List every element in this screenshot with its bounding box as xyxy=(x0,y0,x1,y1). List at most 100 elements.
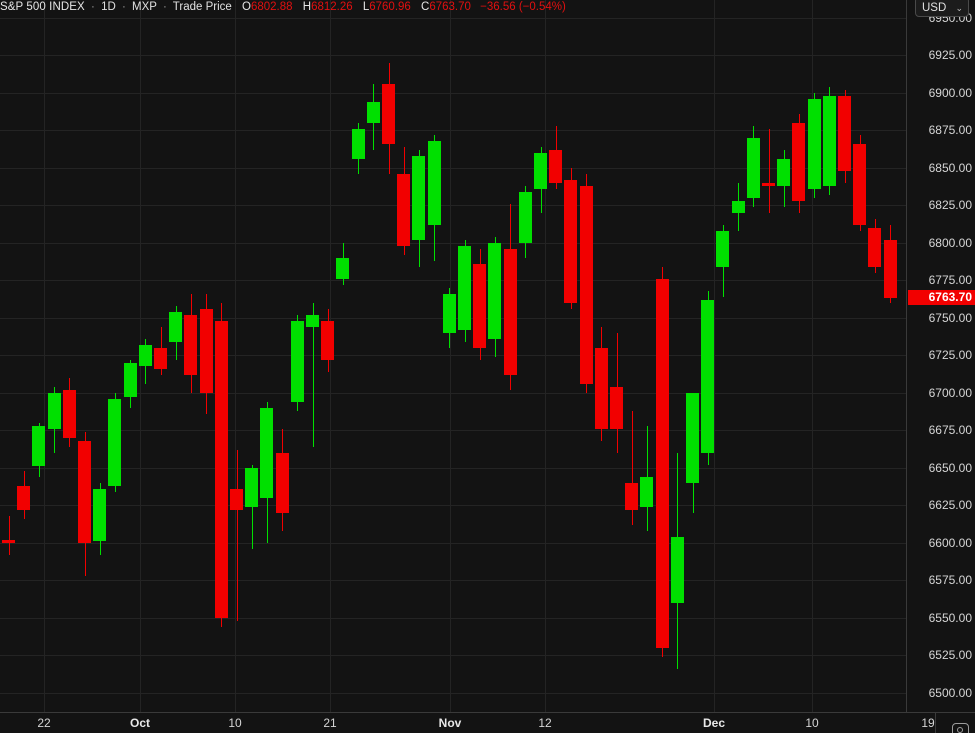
gridline-horizontal xyxy=(0,468,906,469)
candle-body xyxy=(504,248,517,375)
legend-open-value: 6802.88 xyxy=(250,1,293,13)
candle-body xyxy=(640,476,653,507)
currency-selector[interactable]: USD ⌄ xyxy=(915,0,969,17)
candle-body xyxy=(853,143,866,225)
legend-separator-3: · xyxy=(162,1,167,13)
candle-body xyxy=(747,137,760,198)
price-axis-tick: 6550.00 xyxy=(928,611,972,625)
candle-body xyxy=(656,278,669,648)
legend-separator-1: · xyxy=(91,1,95,13)
candle-body xyxy=(762,182,775,186)
candle-body xyxy=(32,425,45,467)
candle-body xyxy=(93,488,106,542)
gridline-horizontal xyxy=(0,355,906,356)
candle-body xyxy=(139,344,152,366)
gridline-horizontal xyxy=(0,393,906,394)
gridline-horizontal xyxy=(0,93,906,94)
candle-body xyxy=(367,101,380,123)
currency-label: USD xyxy=(922,2,947,14)
candle-body xyxy=(595,347,608,429)
price-axis-tick: 6825.00 xyxy=(928,198,972,212)
candle-body xyxy=(625,482,638,510)
time-axis-tick: 21 xyxy=(323,716,337,730)
candle-body xyxy=(732,200,745,213)
candle-body xyxy=(428,140,441,225)
gridline-horizontal xyxy=(0,543,906,544)
gridline-horizontal xyxy=(0,280,906,281)
candle-wick xyxy=(252,464,253,549)
chart-legend: S&P 500 INDEX · 1D · MXP · Trade Price O… xyxy=(0,0,975,14)
time-axis-tick: 22 xyxy=(37,716,51,730)
gridline-vertical xyxy=(812,0,813,712)
gridline-vertical xyxy=(235,0,236,712)
candle-body xyxy=(412,155,425,240)
candle-body xyxy=(124,362,137,398)
gridline-vertical xyxy=(545,0,546,712)
price-axis-tick: 6625.00 xyxy=(928,498,972,512)
time-axis-tick: Dec xyxy=(702,716,726,730)
price-axis-tick: 6500.00 xyxy=(928,686,972,700)
candle-wick xyxy=(237,449,238,621)
legend-high-value: 6812.26 xyxy=(311,1,353,13)
legend-close-label: C xyxy=(421,1,430,13)
candle-body xyxy=(519,191,532,243)
candle-body xyxy=(78,440,91,543)
gridline-horizontal xyxy=(0,55,906,56)
candle-body xyxy=(108,398,121,486)
legend-price-source[interactable]: Trade Price xyxy=(172,1,232,13)
legend-change-value: −36.56 (−0.54%) xyxy=(480,1,566,13)
candle-body xyxy=(610,386,623,429)
candle-body xyxy=(701,299,714,453)
legend-interval[interactable]: 1D xyxy=(101,1,116,13)
candle-body xyxy=(473,263,486,348)
price-axis[interactable]: USD ⌄ 6763.70 6950.00 6925.00 6900.00 6875.… xyxy=(906,0,975,712)
gridline-horizontal xyxy=(0,655,906,656)
gridline-horizontal xyxy=(0,693,906,694)
candle-body xyxy=(777,158,790,186)
price-axis-tick: 6800.00 xyxy=(928,236,972,250)
candle-body xyxy=(458,245,471,330)
candle-body xyxy=(63,389,76,438)
candle-body xyxy=(48,392,61,429)
legend-exchange[interactable]: MXP xyxy=(132,1,157,13)
candle-body xyxy=(564,179,577,303)
gridline-horizontal xyxy=(0,430,906,431)
candle-wick xyxy=(313,302,314,447)
candle-body xyxy=(823,95,836,186)
candle-body xyxy=(245,467,258,507)
candle-body xyxy=(215,320,228,618)
price-axis-tick: 6725.00 xyxy=(928,348,972,362)
legend-low-value: 6760.96 xyxy=(369,1,411,13)
candle-body xyxy=(336,257,349,279)
time-axis-tick: 10 xyxy=(805,716,819,730)
candle-body xyxy=(686,392,699,483)
price-axis-tick: 6700.00 xyxy=(928,386,972,400)
legend-open-label: O xyxy=(242,1,251,13)
chevron-down-icon: ⌄ xyxy=(955,3,963,13)
candle-body xyxy=(17,485,30,510)
candle-body xyxy=(549,149,562,183)
chart-plot-area[interactable] xyxy=(0,0,906,712)
price-axis-tick: 6925.00 xyxy=(928,48,972,62)
candle-body xyxy=(306,314,319,327)
gridline-horizontal xyxy=(0,505,906,506)
time-axis-tick: Nov xyxy=(438,716,462,730)
candle-body xyxy=(230,488,243,510)
gridline-horizontal xyxy=(0,168,906,169)
candle-body xyxy=(169,311,182,342)
candle-body xyxy=(808,98,821,189)
price-axis-tick: 6900.00 xyxy=(928,86,972,100)
candle-body xyxy=(884,239,897,299)
candle-wick xyxy=(632,410,633,525)
candle-body xyxy=(382,83,395,144)
time-axis[interactable]: 22 Oct 10 21 Nov 12 Dec 10 19 xyxy=(0,712,975,733)
candle-body xyxy=(580,185,593,384)
candle-body xyxy=(838,95,851,171)
price-axis-tick: 6525.00 xyxy=(928,648,972,662)
current-price-badge: 6763.70 xyxy=(908,290,975,305)
price-axis-tick: 6875.00 xyxy=(928,123,972,137)
price-axis-tick: 6600.00 xyxy=(928,536,972,550)
legend-symbol[interactable]: S&P 500 INDEX xyxy=(0,1,85,13)
legend-close-value: 6763.70 xyxy=(429,1,471,13)
candle-body xyxy=(2,539,15,543)
